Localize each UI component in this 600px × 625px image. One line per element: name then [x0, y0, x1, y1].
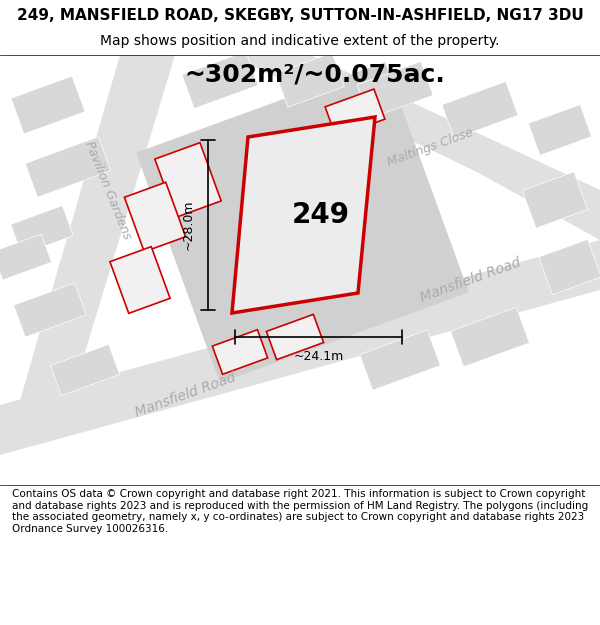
Text: Mansfield Road: Mansfield Road — [133, 370, 237, 420]
Polygon shape — [529, 104, 592, 156]
Polygon shape — [232, 117, 375, 313]
Polygon shape — [265, 55, 600, 240]
Polygon shape — [266, 314, 323, 359]
Text: ~302m²/~0.075ac.: ~302m²/~0.075ac. — [185, 63, 445, 87]
Polygon shape — [523, 172, 587, 228]
Polygon shape — [539, 239, 600, 294]
Polygon shape — [11, 206, 73, 254]
Polygon shape — [359, 330, 440, 390]
Text: ~24.1m: ~24.1m — [293, 351, 344, 364]
Text: 249, MANSFIELD ROAD, SKEGBY, SUTTON-IN-ASHFIELD, NG17 3DU: 249, MANSFIELD ROAD, SKEGBY, SUTTON-IN-A… — [17, 8, 583, 23]
Polygon shape — [302, 122, 361, 172]
Polygon shape — [124, 182, 185, 252]
Polygon shape — [0, 234, 52, 280]
Polygon shape — [50, 344, 119, 396]
Polygon shape — [212, 330, 268, 374]
Text: 249: 249 — [292, 201, 350, 229]
Polygon shape — [155, 142, 221, 218]
Polygon shape — [136, 62, 469, 383]
Polygon shape — [357, 61, 433, 119]
Polygon shape — [11, 76, 85, 134]
Polygon shape — [25, 137, 111, 198]
Text: Mansfield Road: Mansfield Road — [418, 255, 522, 305]
Text: Contains OS data © Crown copyright and database right 2021. This information is : Contains OS data © Crown copyright and d… — [12, 489, 588, 534]
Text: Map shows position and indicative extent of the property.: Map shows position and indicative extent… — [100, 34, 500, 48]
Polygon shape — [14, 283, 86, 337]
Text: Pavilion Gardens: Pavilion Gardens — [82, 139, 134, 241]
Polygon shape — [442, 81, 518, 139]
Polygon shape — [0, 240, 600, 455]
Polygon shape — [110, 247, 170, 313]
Polygon shape — [325, 89, 385, 137]
Text: ~28.0m: ~28.0m — [182, 200, 194, 250]
Polygon shape — [275, 53, 344, 107]
Polygon shape — [182, 51, 258, 109]
Text: Maltings Close: Maltings Close — [385, 126, 475, 169]
Polygon shape — [451, 307, 529, 367]
Polygon shape — [10, 55, 175, 435]
Polygon shape — [230, 55, 600, 230]
